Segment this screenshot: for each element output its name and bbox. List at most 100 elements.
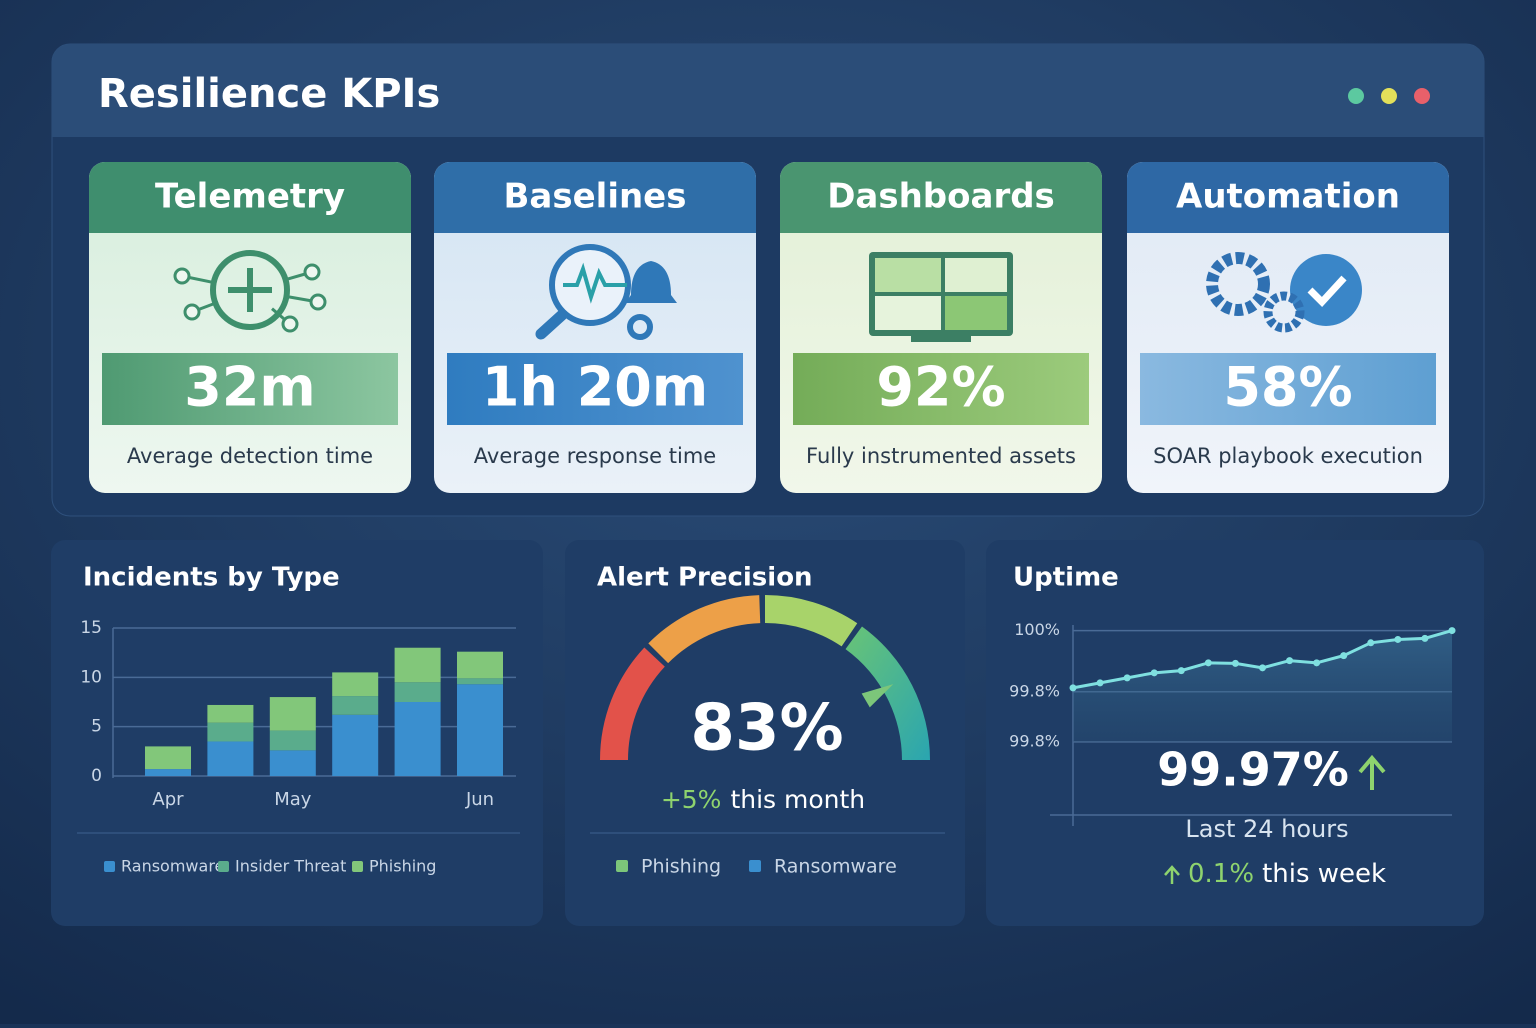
bar-segment [145, 746, 191, 770]
kpi-title: Dashboards [827, 177, 1055, 217]
legend-label: Ransomware [774, 856, 897, 878]
icon-part [173, 267, 191, 285]
icon-part [945, 296, 1007, 330]
bar-segment [269, 697, 316, 731]
icon-part [535, 309, 568, 340]
legend-swatch [749, 860, 761, 872]
icon-part [549, 244, 631, 326]
bar-segment [457, 678, 503, 685]
header-bar [52, 44, 1484, 137]
uptime-point [1394, 635, 1402, 643]
icon-part [228, 268, 272, 312]
icon-part [183, 303, 201, 321]
uptime-point [1448, 627, 1456, 635]
legend-swatch [616, 860, 628, 872]
panel-title: Alert Precision [597, 563, 813, 593]
uptime-point [1340, 652, 1348, 660]
kpi-icon [869, 252, 1013, 342]
icon-part [1206, 252, 1270, 316]
bar-segment [332, 714, 379, 776]
annotation-text: this month [730, 785, 865, 814]
kpi-value-band [102, 353, 398, 425]
y-tick-label: 0 [91, 766, 102, 786]
uptime-point [1313, 659, 1321, 667]
kpi-caption: Average detection time [127, 444, 373, 468]
kpi-value: 92% [876, 356, 1005, 419]
gauge-value: 83% [690, 692, 843, 766]
up-arrow [1164, 865, 1180, 884]
kpi-value: 32m [184, 356, 315, 419]
uptime-area [1073, 630, 1452, 742]
kpi-value: 58% [1223, 356, 1352, 419]
x-tick-label: May [274, 789, 312, 810]
bar-segment [332, 696, 379, 715]
window-dot [1381, 88, 1397, 104]
kpi-card-header [89, 162, 411, 233]
legend-swatch [104, 861, 115, 872]
icon-part [210, 250, 290, 330]
y-tick-label: 99.8% [1009, 681, 1060, 700]
bar-segment [145, 769, 191, 776]
legend-label: Phishing [641, 856, 721, 878]
x-tick-label: Apr [152, 789, 184, 810]
kpi-value-band [1140, 353, 1436, 425]
uptime-change: 0.1% this week [1188, 859, 1386, 889]
kpi-icon [535, 244, 677, 340]
gauge-arc [845, 626, 930, 760]
y-tick-label: 100% [1014, 620, 1060, 639]
bar-segment [394, 702, 441, 776]
uptime-headline: 99.97% [1157, 743, 1349, 797]
bar-segment [394, 682, 441, 702]
kpi-card-header [434, 162, 756, 233]
bar-segment [457, 684, 503, 776]
uptime-point [1367, 639, 1375, 647]
uptime-point [1421, 634, 1429, 642]
legend-swatch [218, 861, 229, 872]
kpi-title: Telemetry [155, 177, 345, 217]
uptime-point [1286, 657, 1294, 665]
icon-part [1307, 275, 1347, 308]
legend-swatch [352, 861, 363, 872]
bar-segment [332, 672, 379, 697]
gauge-arc [648, 595, 761, 664]
icon-part [875, 258, 941, 292]
uptime-point [1096, 679, 1104, 687]
uptime-point [1231, 659, 1239, 667]
bar-segment [207, 722, 254, 742]
kpi-value: 1h 20m [482, 356, 708, 419]
uptime-point [1123, 674, 1131, 682]
gauge-arc [600, 647, 665, 760]
kpi-card-header [780, 162, 1102, 233]
change-text: this week [1262, 859, 1386, 889]
change-value: 0.1% [1188, 859, 1254, 889]
icon-part [309, 293, 327, 311]
kpi-value-band [447, 353, 743, 425]
legend-label: Ransomware [121, 857, 224, 876]
legend-label: Phishing [369, 857, 436, 876]
uptime-caption: Last 24 hours [1185, 815, 1348, 843]
page-title: Resilience KPIs [98, 71, 440, 117]
y-tick-label: 5 [91, 717, 102, 737]
uptime-point [1259, 664, 1266, 672]
icon-part [625, 261, 677, 303]
kpi-icon [173, 250, 327, 333]
kpi-title: Baselines [504, 177, 687, 217]
panel-title: Uptime [1013, 563, 1119, 593]
uptime-point [1204, 659, 1212, 667]
y-tick-label: 99.8% [1009, 731, 1060, 750]
kpi-caption: SOAR playbook execution [1153, 444, 1423, 468]
kpi-caption: Average response time [474, 444, 716, 468]
up-arrow [1358, 754, 1386, 790]
legend-label: Insider Threat [235, 857, 346, 876]
x-tick-label: Jun [465, 789, 494, 810]
icon-part [563, 262, 627, 304]
bar-segment [207, 704, 254, 723]
uptime-point [1069, 684, 1077, 692]
gauge-annotation: +5% this month [661, 785, 865, 814]
bar-segment [269, 750, 316, 776]
panel-title: Incidents by Type [83, 563, 340, 593]
y-tick-label: 10 [80, 667, 102, 687]
icon-part [911, 336, 971, 342]
icon-part [1263, 291, 1305, 333]
